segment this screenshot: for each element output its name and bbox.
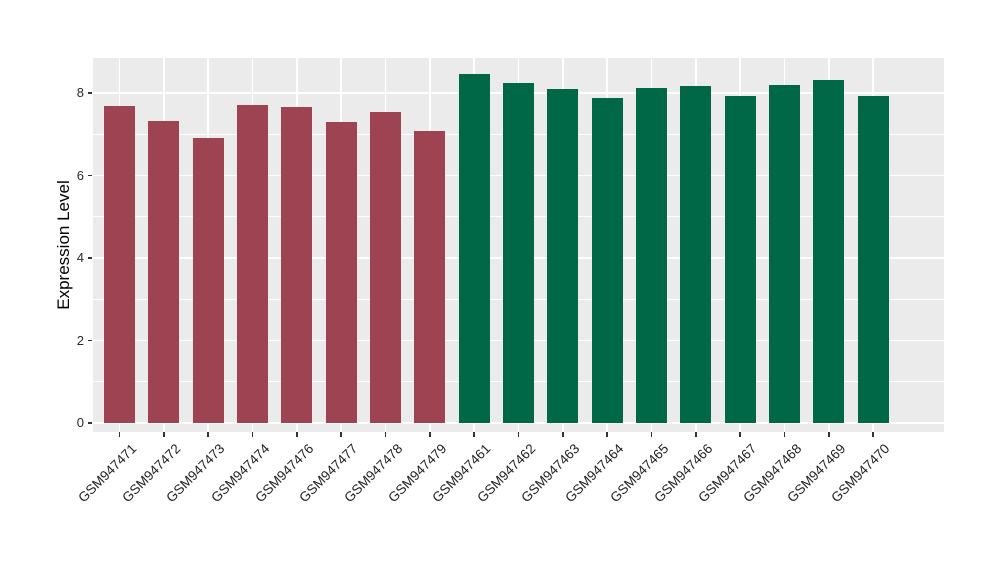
x-tick-mark xyxy=(384,432,387,437)
bar-GSM947478 xyxy=(370,112,402,423)
x-tick-mark xyxy=(251,432,254,437)
x-tick-mark xyxy=(739,432,741,437)
x-tick-mark xyxy=(828,432,830,437)
x-tick-mark xyxy=(650,432,653,437)
bar-GSM947469 xyxy=(813,80,845,423)
bar-GSM947471 xyxy=(104,105,136,423)
y-tick-label: 8 xyxy=(76,85,84,101)
x-tick-mark xyxy=(340,432,342,437)
bar-GSM947479 xyxy=(414,131,446,423)
bar-GSM947463 xyxy=(547,88,579,423)
y-tick-mark xyxy=(88,339,92,342)
y-tick-label: 2 xyxy=(76,332,84,348)
bar-GSM947462 xyxy=(503,83,534,423)
bar-GSM947466 xyxy=(680,85,712,423)
x-tick-mark xyxy=(562,432,564,437)
x-tick-mark xyxy=(695,432,697,437)
bar-GSM947464 xyxy=(591,98,623,423)
bar-GSM947472 xyxy=(148,120,180,423)
y-tick-mark xyxy=(88,174,92,177)
x-tick-mark xyxy=(163,432,165,437)
bar-GSM947474 xyxy=(237,104,269,423)
x-tick-mark xyxy=(118,432,121,437)
bar-GSM947461 xyxy=(458,74,490,423)
y-tick-label: 6 xyxy=(76,167,84,183)
bar-GSM947477 xyxy=(325,121,357,423)
x-tick-mark xyxy=(606,432,608,437)
x-tick-mark xyxy=(207,432,209,437)
plot-panel xyxy=(93,58,944,432)
x-tick-mark xyxy=(517,432,520,437)
bar-GSM947468 xyxy=(768,85,800,423)
y-axis-title: Expression Level xyxy=(54,180,73,310)
bar-GSM947465 xyxy=(635,88,667,423)
major-gridline xyxy=(93,422,944,424)
x-tick-mark xyxy=(872,432,874,437)
x-tick-mark xyxy=(473,432,475,437)
y-tick-label: 4 xyxy=(76,250,84,266)
x-tick-mark xyxy=(429,432,431,437)
x-tick-mark xyxy=(296,432,298,437)
bar-GSM947467 xyxy=(724,95,756,423)
bar-GSM947470 xyxy=(857,95,889,423)
x-tick-mark xyxy=(783,432,786,437)
y-tick-label: 0 xyxy=(76,415,84,430)
y-tick-mark xyxy=(88,257,92,259)
y-tick-mark xyxy=(88,92,92,94)
y-tick-mark xyxy=(88,422,92,424)
bar-GSM947473 xyxy=(192,138,224,423)
bar-GSM947476 xyxy=(281,107,313,423)
